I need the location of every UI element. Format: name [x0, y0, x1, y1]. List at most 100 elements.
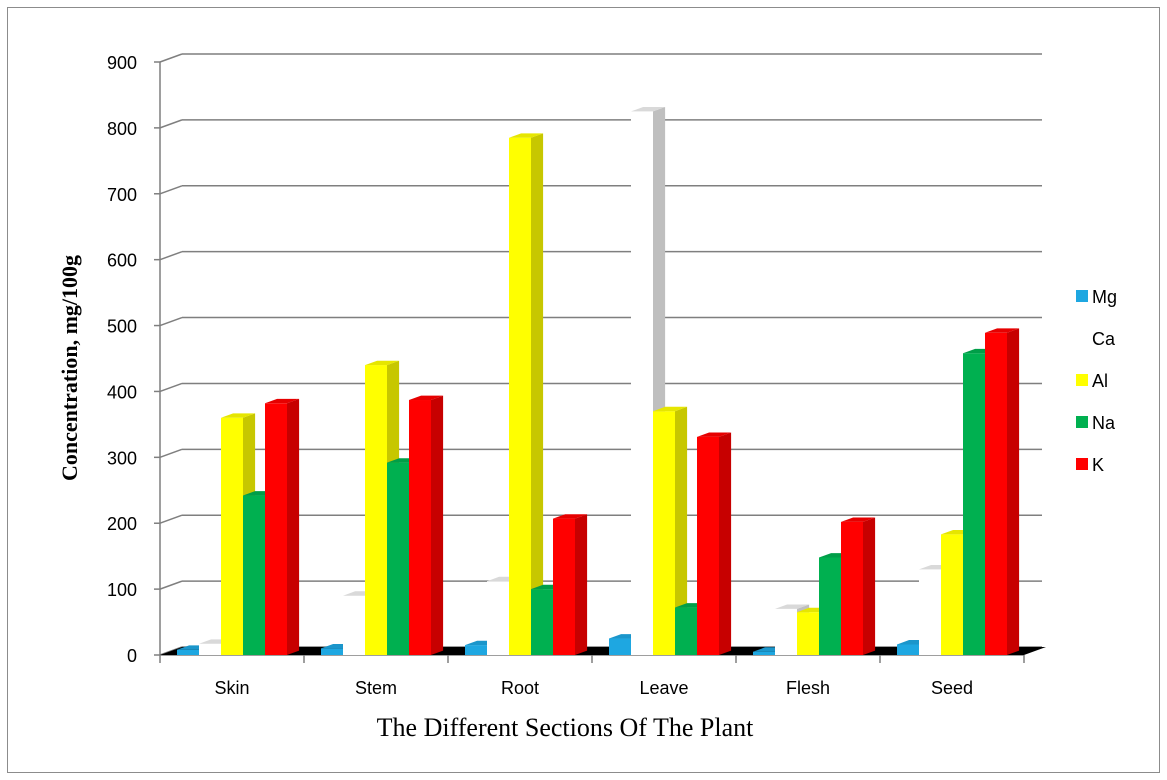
bar-k-stem-side: [431, 395, 444, 655]
y-tick-label: 500: [107, 317, 137, 337]
gridline-diagonal: [159, 53, 183, 63]
bar-k-flesh-front: [841, 521, 863, 655]
gridline-diagonal: [159, 185, 183, 195]
bar-al-stem-front: [365, 365, 387, 655]
bar-na-skin-front: [243, 495, 265, 655]
legend-label-mg: Mg: [1092, 287, 1117, 307]
x-tick-label: Root: [501, 678, 539, 698]
bar-k-seed-top: [985, 328, 1020, 333]
bar-k-flesh-side: [863, 517, 876, 655]
bar-na-leave-front: [675, 607, 697, 655]
gridline-diagonal: [159, 448, 183, 459]
bar-ca-flesh-top: [775, 604, 810, 609]
bar-k-root-front: [553, 518, 575, 655]
x-axis-label: The Different Sections Of The Plant: [377, 713, 754, 742]
bar-k-skin-front: [265, 403, 287, 655]
bar-k-seed: [985, 328, 1020, 655]
y-tick-label: 400: [107, 382, 137, 402]
bar-k-skin: [265, 398, 300, 655]
legend-label-ca: Ca: [1092, 329, 1116, 349]
bar-na-flesh-front: [819, 557, 841, 655]
legend-label-na: Na: [1092, 413, 1116, 433]
bar-k-skin-side: [287, 398, 300, 655]
y-tick-label: 100: [107, 580, 137, 600]
legend-label-al: Al: [1092, 371, 1108, 391]
bar-mg-skin-front: [177, 649, 199, 655]
bar-ca-leave-top: [631, 107, 666, 112]
bar-na-stem-front: [387, 462, 409, 655]
bar-al-seed-front: [941, 534, 963, 655]
x-tick-label: Seed: [931, 678, 973, 698]
bar-k-leave-front: [697, 436, 719, 655]
gridline-diagonal: [159, 382, 183, 393]
x-tick-label: Flesh: [786, 678, 830, 698]
x-tick-label: Leave: [639, 678, 688, 698]
legend: Mg Ca Al Na K: [1076, 287, 1117, 475]
bar-k-stem: [409, 395, 444, 655]
gridline-diagonal: [159, 119, 183, 129]
gridline-diagonal: [159, 250, 183, 261]
y-axis-label: Concentration, mg/100g: [57, 255, 82, 481]
y-tick-label: 900: [107, 53, 137, 73]
bar-na-root-front: [531, 589, 553, 655]
bar-k-stem-top: [409, 395, 444, 401]
legend-swatch-k: [1076, 458, 1088, 470]
bar-k-skin-top: [265, 398, 300, 404]
bar-al-root: [509, 133, 544, 656]
x-tick-labels: Skin Stem Root Leave Flesh Seed: [214, 678, 973, 698]
bar-al-flesh-front: [797, 612, 819, 655]
bar-al-skin-front: [221, 417, 243, 655]
bar-ca-stem-front: [343, 595, 365, 655]
gridline-diagonal: [159, 316, 183, 327]
bar-al-root-side: [531, 133, 544, 656]
gridline-diagonal: [159, 580, 183, 590]
bar-k-root-top: [553, 514, 588, 519]
y-tick-label: 700: [107, 185, 137, 205]
bar-al-leave: [653, 406, 688, 655]
x-tick-label: Stem: [355, 678, 397, 698]
bar-k-root: [553, 514, 588, 655]
bar-k-seed-side: [1007, 328, 1020, 655]
bar-mg-seed-front: [897, 644, 919, 655]
bar-al-skin-top: [221, 413, 256, 418]
bar-ca-skin-front: [199, 643, 221, 655]
y-tick-label: 200: [107, 514, 137, 534]
bar-mg-root-front: [465, 645, 487, 655]
bar-k-stem-front: [409, 400, 431, 655]
bar-al-leave-top: [653, 406, 688, 412]
x-tick-label: Skin: [214, 678, 249, 698]
bar-k-flesh-top: [841, 517, 876, 522]
bar-al-root-top: [509, 133, 544, 138]
bar-k-root-side: [575, 514, 588, 655]
bar-mg-flesh-front: [753, 651, 775, 655]
bar-ca-root-front: [487, 581, 509, 655]
bar-mg-leave-front: [609, 638, 631, 655]
bar-k-seed-front: [985, 332, 1007, 655]
bar-k-leave-top: [697, 432, 732, 437]
bar-k-flesh: [841, 517, 876, 655]
bar-ca-leave-front: [631, 111, 653, 655]
bar-al-leave-front: [653, 411, 675, 655]
legend-swatch-ca: [1076, 332, 1088, 344]
bar-ca-flesh-front: [775, 608, 797, 655]
bar-mg-stem-front: [321, 648, 343, 655]
bar-k-leave: [697, 432, 732, 655]
bar-al-stem-top: [365, 360, 400, 366]
y-tick-labels: 0 100 200 300 400 500 600 700 800 900: [107, 53, 137, 666]
gridline-diagonal: [159, 514, 183, 524]
legend-swatch-mg: [1076, 290, 1088, 302]
y-tick-label: 800: [107, 119, 137, 139]
bar-al-leave-side: [675, 406, 688, 655]
y-tick-label: 600: [107, 251, 137, 271]
legend-swatch-na: [1076, 416, 1088, 428]
y-tick-label: 300: [107, 448, 137, 468]
legend-label-k: K: [1092, 455, 1104, 475]
bar-na-seed-front: [963, 353, 985, 655]
bar-k-leave-side: [719, 432, 732, 655]
y-tick-label: 0: [127, 646, 137, 666]
bar-ca-seed-front: [919, 569, 941, 655]
bars: [177, 107, 1020, 656]
bar-al-root-front: [509, 137, 531, 655]
legend-swatch-al: [1076, 374, 1088, 386]
